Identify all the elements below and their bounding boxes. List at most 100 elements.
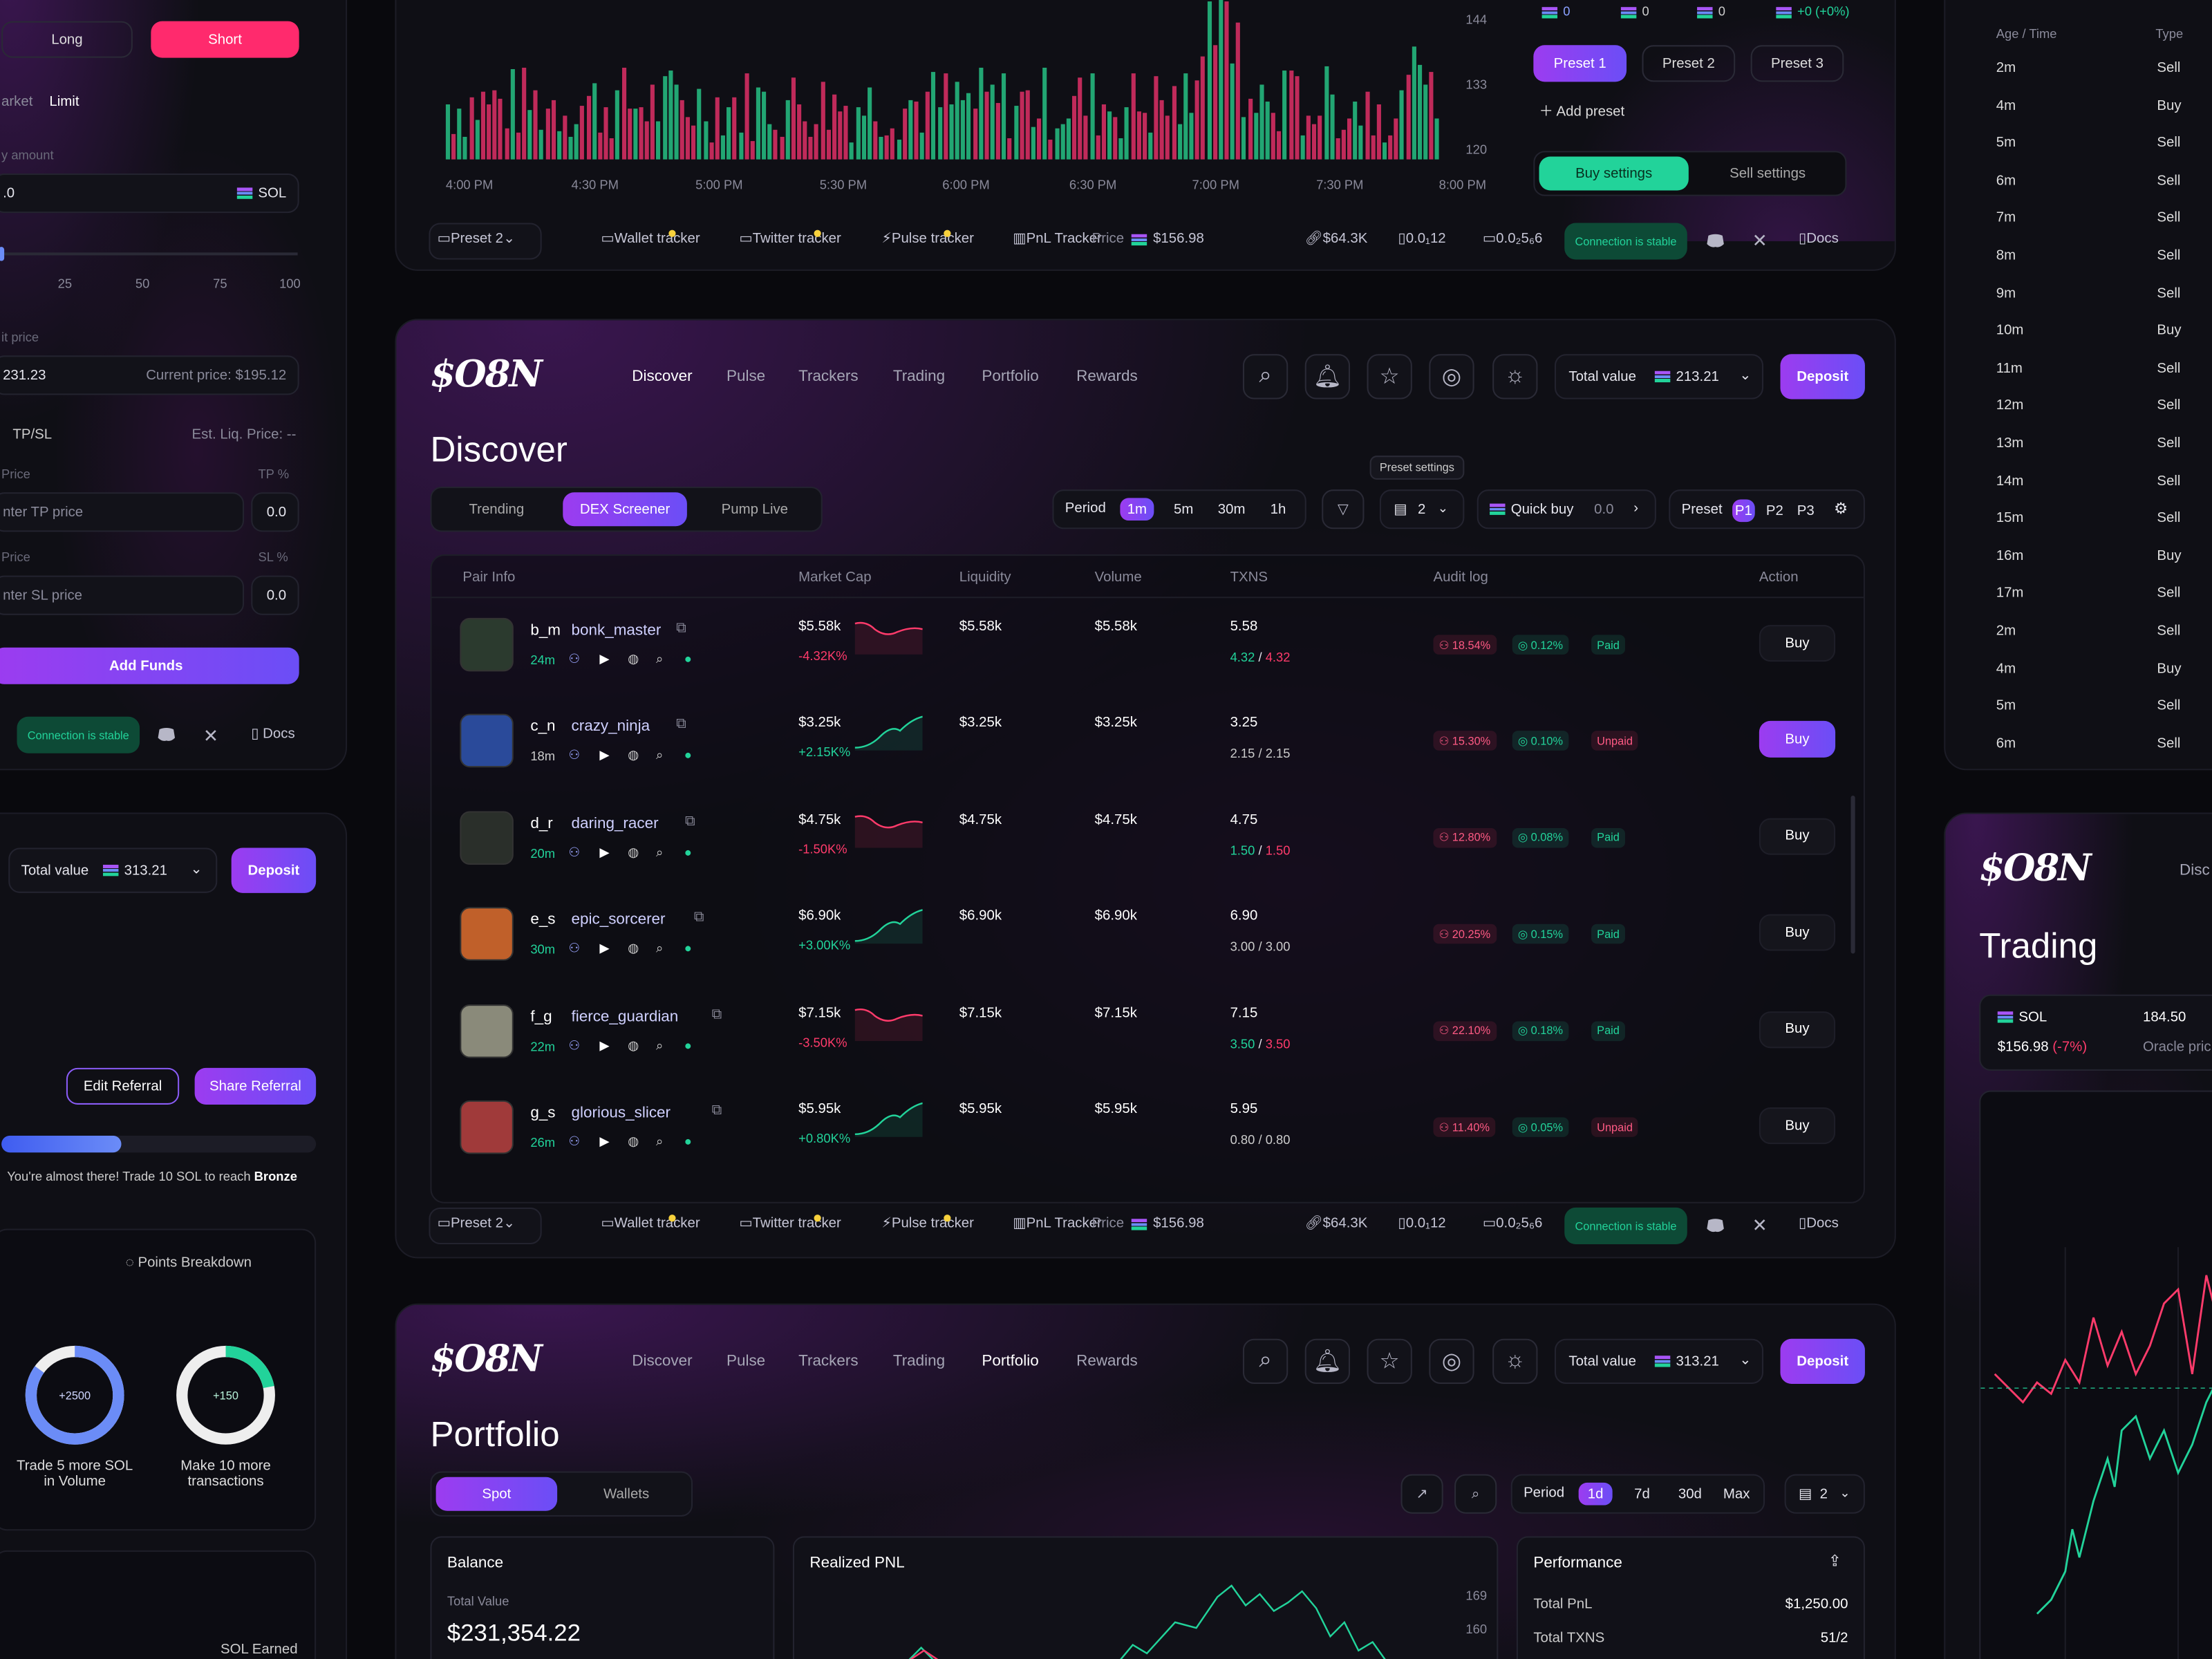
tab-pump-live[interactable]: Pump Live <box>721 501 789 517</box>
period-1h[interactable]: 1h <box>1270 501 1286 517</box>
tp-pct-input[interactable]: 0.0 <box>251 492 299 532</box>
users-icon[interactable]: ⚇ <box>568 1134 580 1149</box>
nav-trading[interactable]: Trading <box>892 368 946 386</box>
notifications-button[interactable]: 🔔︎ <box>1304 1338 1351 1385</box>
deposit-button[interactable]: Deposit <box>1780 1338 1865 1385</box>
theme-button[interactable]: ☼ <box>1492 354 1538 400</box>
nav-trading[interactable]: Trading <box>892 1353 946 1370</box>
pnl-tracker-button[interactable]: ▥ PnL Tracker <box>1013 1216 1102 1232</box>
total-value-select[interactable]: Total value 313.21 ⌄ <box>8 847 218 893</box>
nav-pulse[interactable]: Pulse <box>727 368 766 386</box>
period-30m[interactable]: 30m <box>1217 501 1246 517</box>
pnl-tracker-button[interactable]: ▥ PnL Tracker <box>1013 231 1102 247</box>
users-icon[interactable]: ⚇ <box>568 651 580 666</box>
nav-discover[interactable]: Disc <box>2180 861 2210 879</box>
nav-portfolio[interactable]: Portfolio <box>982 1353 1039 1370</box>
gear-icon[interactable]: ⚙︎ <box>1834 500 1848 518</box>
share-referral-button[interactable]: Share Referral <box>194 1067 317 1105</box>
users-icon[interactable]: ⚇ <box>568 1038 580 1052</box>
globe-icon[interactable]: ◍ <box>628 1134 639 1149</box>
favorites-button[interactable]: ☆ <box>1367 1338 1412 1385</box>
nav-trackers[interactable]: Trackers <box>798 1353 859 1370</box>
copy-icon[interactable]: ⧉ <box>676 717 686 733</box>
share-button[interactable]: ↗ <box>1400 1474 1443 1514</box>
globe-icon[interactable]: ◍ <box>628 651 639 666</box>
wallet-tracker-button[interactable]: ▭ Wallet tracker <box>601 231 700 247</box>
add-funds-button[interactable]: Add Funds <box>0 647 299 684</box>
preset-p1[interactable]: P1 <box>1732 499 1755 523</box>
youtube-icon[interactable]: ▶ <box>599 941 610 956</box>
x-icon[interactable]: ✕ <box>203 724 219 747</box>
points-breakdown-link[interactable]: ◌ Points Breakdown <box>125 1255 252 1271</box>
tab-spot[interactable]: Spot <box>435 1477 558 1511</box>
preset-select-box[interactable] <box>429 223 542 260</box>
twitter-tracker-button[interactable]: ▭ Twitter tracker <box>739 231 841 247</box>
amount-slider[interactable] <box>1 252 298 256</box>
deposit-button[interactable]: Deposit <box>231 847 317 893</box>
preset-3-button[interactable]: Preset 3 <box>1750 45 1844 82</box>
search-button[interactable]: ⌕ <box>1454 1474 1497 1514</box>
buy-button[interactable]: Buy <box>1759 1107 1836 1145</box>
period-1d[interactable]: 1d <box>1578 1482 1613 1506</box>
x-icon[interactable]: ✕ <box>1752 1215 1768 1236</box>
copy-icon[interactable]: ⧉ <box>711 1006 722 1022</box>
quick-buy[interactable]: Quick buy 0.0 › <box>1477 489 1656 529</box>
tpsl-toggle[interactable]: TP/SL <box>12 427 53 443</box>
copy-icon[interactable]: ⧉ <box>684 814 695 830</box>
theme-button[interactable]: ☼ <box>1492 1338 1538 1385</box>
buy-button[interactable]: Buy <box>1759 818 1836 855</box>
filter-count-select[interactable]: ▤ 2 ⌄ <box>1784 1474 1865 1514</box>
favorites-button[interactable]: ☆ <box>1367 354 1412 400</box>
youtube-icon[interactable]: ▶ <box>599 748 610 762</box>
sl-pct-input[interactable]: 0.0 <box>251 575 299 615</box>
twitter-tracker-button[interactable]: ▭ Twitter tracker <box>739 1216 841 1232</box>
globe-icon[interactable]: ◍ <box>628 941 639 956</box>
buy-settings-tab[interactable]: Buy settings <box>1539 156 1689 191</box>
nav-rewards[interactable]: Rewards <box>1076 1353 1138 1370</box>
copy-icon[interactable]: ⧉ <box>676 620 686 637</box>
logo[interactable]: $O8N <box>430 354 542 397</box>
table-row[interactable]: b_m bonk_master ⧉ 24m ⚇ ▶ ◍ ⌕ ● $5.58k -4.32K% $5.5… <box>431 601 1863 697</box>
tab-dex-screener[interactable]: DEX Screener <box>563 492 687 527</box>
youtube-icon[interactable]: ▶ <box>599 1038 610 1052</box>
tab-trending[interactable]: Trending <box>469 501 525 517</box>
limit-price-input[interactable]: 231.23 Current price: $195.12 <box>0 355 299 395</box>
table-row[interactable]: f_g fierce_guardian ⧉ 22m ⚇ ▶ ◍ ⌕ ● $7.15k -3.50K%… <box>431 987 1863 1083</box>
copy-icon[interactable]: ⧉ <box>711 1103 722 1119</box>
discord-icon[interactable] <box>1705 1217 1725 1232</box>
slider-handle[interactable] <box>0 247 5 261</box>
preset-count-select[interactable]: ▤ 2 ⌄ <box>1379 489 1465 529</box>
preset-select-box[interactable] <box>429 1207 542 1244</box>
buy-button[interactable]: Buy <box>1759 721 1836 758</box>
docs-link[interactable]: ▯ Docs <box>1799 231 1839 247</box>
preset-select[interactable]: ▭ Preset 2 ⌄ <box>437 1216 516 1232</box>
globe-icon[interactable]: ◍ <box>628 845 639 859</box>
search-icon[interactable]: ⌕ <box>655 941 664 956</box>
deposit-button[interactable]: Deposit <box>1780 354 1865 400</box>
logo[interactable]: $O8N <box>1979 847 2091 890</box>
search-icon[interactable]: ⌕ <box>655 748 664 762</box>
notifications-button[interactable]: 🔔︎ <box>1304 354 1351 400</box>
short-tab[interactable]: Short <box>151 21 299 58</box>
period-5m[interactable]: 5m <box>1174 501 1194 517</box>
search-icon[interactable]: ⌕ <box>655 1134 664 1149</box>
preset-p3[interactable]: P3 <box>1797 503 1815 518</box>
nav-pulse[interactable]: Pulse <box>727 1353 766 1370</box>
sell-settings-tab[interactable]: Sell settings <box>1730 165 1806 182</box>
buy-button[interactable]: Buy <box>1759 914 1836 951</box>
globe-icon[interactable]: ◍ <box>628 748 639 762</box>
x-icon[interactable]: ✕ <box>1752 229 1768 252</box>
nav-rewards[interactable]: Rewards <box>1076 368 1138 386</box>
table-row[interactable]: d_r daring_racer ⧉ 20m ⚇ ▶ ◍ ⌕ ● $4.75k -1.50K% $4.… <box>431 794 1863 890</box>
amount-input[interactable]: .0 SOL <box>0 174 299 214</box>
preset-p2[interactable]: P2 <box>1765 503 1783 518</box>
long-tab[interactable]: Long <box>1 21 133 58</box>
nav-discover[interactable]: Discover <box>632 368 693 386</box>
nav-trackers[interactable]: Trackers <box>798 368 859 386</box>
filter-button[interactable]: ▽ <box>1322 489 1365 529</box>
profile-button[interactable]: ◎ <box>1429 1338 1474 1385</box>
total-value-select[interactable]: Total value 313.21 ⌄ <box>1554 1338 1763 1385</box>
logo[interactable]: $O8N <box>430 1338 542 1381</box>
preset-select[interactable]: ▭ Preset 2 ⌄ <box>437 231 516 247</box>
profile-button[interactable]: ◎ <box>1429 354 1474 400</box>
